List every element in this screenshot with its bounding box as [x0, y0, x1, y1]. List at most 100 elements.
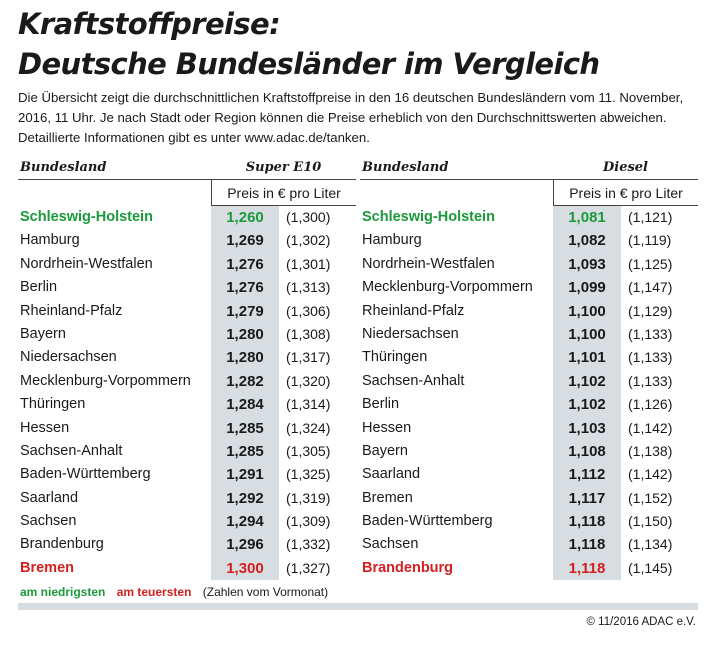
state-cell: Sachsen-Anhalt — [20, 442, 123, 459]
price-cell: 1,292 — [226, 489, 264, 507]
state-cell: Berlin — [362, 396, 400, 413]
state-cell: Niedersachsen — [20, 349, 117, 366]
previous-month-cell: (1,119) — [628, 232, 672, 249]
previous-month-cell: (1,152) — [628, 489, 673, 506]
previous-month-cell: (1,325) — [286, 466, 331, 483]
price-column-shade — [553, 206, 621, 581]
state-cell: Thüringen — [362, 349, 428, 366]
price-cell: 1,284 — [226, 396, 264, 414]
price-cell: 1,260 — [226, 209, 264, 226]
price-cell: 1,100 — [568, 325, 606, 343]
unit-header: Preis in € pro Liter — [211, 180, 356, 206]
price-cell: 1,118 — [568, 536, 606, 554]
table-row: Schleswig-Holstein 1,260 (1,300) — [18, 206, 356, 229]
previous-month-cell: (1,305) — [286, 442, 331, 459]
state-column-header: Bundesland — [362, 160, 449, 175]
price-cell: 1,280 — [226, 349, 264, 367]
state-cell: Schleswig-Holstein — [362, 209, 495, 225]
price-cell: 1,294 — [226, 513, 264, 531]
previous-month-cell: (1,306) — [286, 302, 331, 319]
table-body: Schleswig-Holstein 1,260 (1,300) Hamburg 1,2… — [18, 206, 356, 581]
state-cell: Bayern — [362, 442, 408, 459]
previous-month-cell: (1,142) — [628, 466, 673, 483]
table-row: Nordrhein-Westfalen 1,093 (1,125) — [360, 253, 698, 276]
price-cell: 1,269 — [226, 232, 264, 250]
state-cell: Baden-Württemberg — [20, 466, 151, 483]
table-row: Mecklenburg-Vorpommern 1,099 (1,147) — [360, 276, 698, 299]
state-cell: Mecklenburg-Vorpommern — [362, 279, 533, 296]
table-row: Hessen 1,285 (1,324) — [18, 417, 356, 440]
state-cell: Bremen — [362, 489, 413, 506]
table-row: Sachsen 1,118 (1,134) — [360, 533, 698, 556]
table-row: Bayern 1,108 (1,138) — [360, 440, 698, 463]
price-cell: 1,099 — [568, 279, 606, 297]
previous-month-cell: (1,327) — [286, 559, 331, 576]
price-cell: 1,117 — [568, 489, 606, 507]
state-column-header: Bundesland — [20, 160, 107, 175]
super-e10-table: Bundesland Super E10 Preis in € pro Lite… — [18, 158, 356, 581]
previous-month-cell: (1,301) — [286, 255, 331, 272]
previous-month-cell: (1,309) — [286, 513, 331, 530]
state-cell: Schleswig-Holstein — [20, 209, 153, 225]
previous-month-cell: (1,314) — [286, 396, 331, 413]
state-cell: Hamburg — [20, 232, 80, 249]
table-row: Niedersachsen 1,100 (1,133) — [360, 323, 698, 346]
table-row: Sachsen-Anhalt 1,285 (1,305) — [18, 440, 356, 463]
state-cell: Hessen — [20, 419, 70, 436]
table-row: Bremen 1,117 (1,152) — [360, 487, 698, 510]
state-cell: Nordrhein-Westfalen — [362, 255, 495, 272]
table-row: Bayern 1,280 (1,308) — [18, 323, 356, 346]
table-body: Schleswig-Holstein 1,081 (1,121) Hamburg 1,0… — [360, 206, 698, 581]
table-header: Bundesland Diesel — [360, 158, 698, 180]
price-cell: 1,093 — [568, 255, 606, 273]
legend-lowest: am niedrigsten — [20, 585, 106, 599]
previous-month-cell: (1,134) — [628, 536, 673, 553]
unit-header: Preis in € pro Liter — [553, 180, 698, 206]
table-row: Berlin 1,276 (1,313) — [18, 276, 356, 299]
title-line-1: Kraftstoffpreise: — [18, 7, 281, 41]
table-row: Brandenburg 1,118 (1,145) — [360, 557, 698, 580]
previous-month-cell: (1,308) — [286, 325, 331, 342]
unit-header-row: Preis in € pro Liter — [360, 180, 698, 206]
fuel-column-header: Super E10 — [245, 160, 322, 175]
previous-month-cell: (1,150) — [628, 513, 673, 530]
table-row: Sachsen 1,294 (1,309) — [18, 510, 356, 533]
state-cell: Rheinland-Pfalz — [362, 302, 465, 319]
fuel-column-header: Diesel — [602, 160, 648, 175]
table-row: Rheinland-Pfalz 1,279 (1,306) — [18, 300, 356, 323]
table-row: Brandenburg 1,296 (1,332) — [18, 533, 356, 556]
page-title: Kraftstoffpreise: Deutsche Bundesländer … — [18, 4, 600, 84]
price-cell: 1,118 — [568, 513, 606, 531]
state-cell: Bremen — [20, 559, 74, 576]
price-cell: 1,112 — [568, 466, 606, 484]
price-cell: 1,101 — [568, 349, 606, 367]
table-row: Thüringen 1,101 (1,133) — [360, 346, 698, 369]
table-row: Berlin 1,102 (1,126) — [360, 393, 698, 416]
state-cell: Bayern — [20, 325, 66, 342]
table-row: Sachsen-Anhalt 1,102 (1,133) — [360, 370, 698, 393]
previous-month-cell: (1,121) — [628, 209, 673, 225]
table-row: Hessen 1,103 (1,142) — [360, 417, 698, 440]
previous-month-cell: (1,138) — [628, 442, 673, 459]
price-cell: 1,285 — [226, 419, 264, 437]
state-cell: Baden-Württemberg — [362, 513, 493, 530]
price-cell: 1,100 — [568, 302, 606, 320]
previous-month-cell: (1,319) — [286, 489, 331, 506]
unit-header-row: Preis in € pro Liter — [18, 180, 356, 206]
table-row: Saarland 1,112 (1,142) — [360, 463, 698, 486]
state-cell: Sachsen — [20, 513, 77, 530]
state-cell: Brandenburg — [362, 559, 454, 576]
state-cell: Nordrhein-Westfalen — [20, 255, 153, 272]
previous-month-cell: (1,133) — [628, 372, 673, 389]
price-cell: 1,276 — [226, 255, 264, 273]
table-row: Niedersachsen 1,280 (1,317) — [18, 346, 356, 369]
state-cell: Rheinland-Pfalz — [20, 302, 123, 319]
state-cell: Saarland — [20, 489, 79, 506]
previous-month-cell: (1,302) — [286, 232, 331, 249]
price-cell: 1,280 — [226, 325, 264, 343]
description: Die Übersicht zeigt die durchschnittlich… — [18, 90, 684, 145]
price-cell: 1,102 — [568, 396, 606, 414]
table-row: Bremen 1,300 (1,327) — [18, 557, 356, 580]
price-cell: 1,296 — [226, 536, 264, 554]
price-cell: 1,118 — [568, 559, 606, 577]
